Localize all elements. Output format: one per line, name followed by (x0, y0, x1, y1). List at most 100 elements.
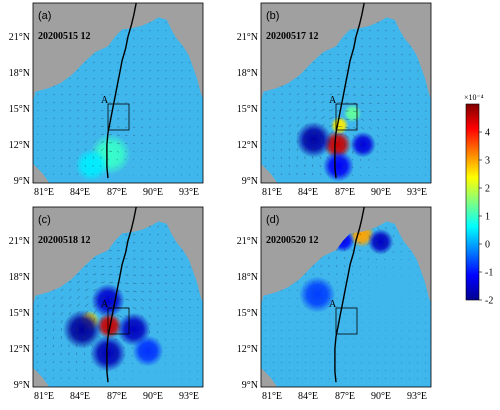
panel-c-xtick: 90°E (143, 391, 163, 402)
panel-d: A (d) 20200520 12 21°N 18°N 15°N 12°N 9°… (237, 206, 432, 402)
anomaly-hotspot (74, 148, 109, 182)
panel-c: A (c) 20200518 12 21°N 18°N 15°N 12°N 9°… (9, 206, 204, 402)
panel-c-box-a (107, 307, 130, 335)
panel-b-label: (b) (266, 10, 279, 22)
panel-a-yticks: 21°N 18°N 15°N 12°N 9°N (9, 32, 30, 187)
panel-a-border (32, 2, 204, 184)
panel-b-ytick: 21°N (237, 32, 258, 43)
panel-b-border (260, 2, 432, 184)
panel-b-xtick: 93°E (407, 187, 427, 198)
panel-a-label: (a) (38, 10, 51, 22)
panel-a-xticks: 81°E 84°E 87°E 90°E 93°E (34, 187, 199, 198)
panel-c-xtick: 87°E (107, 391, 127, 402)
panel-a-cyclone-track (106, 2, 137, 179)
colorbar-tick-label: -2 (485, 296, 493, 307)
panel-c-border (32, 206, 204, 388)
colorbar-ticks: 4 3 2 1 0 -1 -2 (479, 128, 493, 307)
panel-b-cyclone-track (334, 2, 365, 179)
panel-c-cyclone-track (106, 206, 137, 383)
panel-b-xtick: 84°E (298, 187, 318, 198)
colorbar-exponent: ×10⁻⁴ (464, 93, 484, 102)
panel-c-xtick: 93°E (179, 391, 199, 402)
colorbar: ×10⁻⁴ 4 3 2 1 0 -1 -2 (464, 93, 493, 307)
anomaly-hotspot (350, 131, 376, 158)
panel-b-xtick: 90°E (371, 187, 391, 198)
panel-b-xticks: 81°E 84°E 87°E 90°E 93°E (262, 187, 427, 198)
colorbar-tick-label: 4 (485, 128, 490, 139)
panel-a: A (a) 20200515 12 21°N 18°N 15°N 12°N 9°… (9, 2, 204, 198)
panel-a-ytick: 21°N (9, 32, 30, 43)
panel-d-ytick: 15°N (237, 308, 258, 319)
panel-c-xtick: 84°E (70, 391, 90, 402)
panel-d-ocean (261, 221, 431, 387)
panel-a-ocean (33, 17, 203, 184)
panel-a-xtick: 84°E (70, 187, 90, 198)
panel-d-xtick: 93°E (407, 391, 427, 402)
panel-b-ytick: 9°N (242, 176, 258, 187)
panel-c-label: (c) (38, 214, 51, 226)
panel-d-box-a (335, 307, 358, 335)
panel-c-ytick: 21°N (9, 236, 30, 247)
panel-a-date: 20200515 12 (38, 31, 91, 42)
colorbar-tick-label: 2 (485, 184, 490, 195)
panel-c-ytick: 18°N (9, 272, 30, 283)
panel-c-yticks: 21°N 18°N 15°N 12°N 9°N (9, 236, 30, 391)
panel-d-ytick: 12°N (237, 344, 258, 355)
panel-b: A (b) 20200517 12 21°N 18°N 15°N 12°N 9°… (237, 2, 432, 198)
colorbar-tick-label: -1 (485, 268, 493, 279)
panel-b-box-label: A (329, 95, 337, 106)
panel-a-ytick: 12°N (9, 140, 30, 151)
panel-b-box-a (335, 103, 358, 131)
panel-a-box-label: A (101, 95, 109, 106)
panel-a-box-a (107, 103, 130, 131)
colorbar-tick-label: 1 (485, 212, 490, 223)
panel-c-box-label: A (101, 299, 109, 310)
panel-d-xtick: 81°E (262, 391, 282, 402)
panel-a-hotspots (74, 133, 132, 182)
panel-a-ytick: 9°N (14, 176, 30, 187)
panel-b-xtick: 87°E (335, 187, 355, 198)
panel-b-ytick: 15°N (237, 104, 258, 115)
panel-c-xticks: 81°E 84°E 87°E 90°E 93°E (34, 391, 199, 402)
anomaly-hotspot (62, 310, 102, 349)
anomaly-hotspot (132, 335, 164, 367)
panel-a-xtick: 87°E (107, 187, 127, 198)
panel-d-xtick: 84°E (298, 391, 318, 402)
panel-c-ytick: 15°N (9, 308, 30, 319)
panel-d-xtick: 87°E (335, 391, 355, 402)
anomaly-hotspot (96, 312, 123, 339)
panel-d-box-label: A (329, 299, 337, 310)
panel-a-ytick: 18°N (9, 68, 30, 79)
panel-b-date: 20200517 12 (266, 31, 319, 42)
panel-a-ytick: 15°N (9, 104, 30, 115)
panel-b-ytick: 18°N (237, 68, 258, 79)
panel-c-date: 20200518 12 (38, 235, 91, 246)
panel-b-xtick: 81°E (262, 187, 282, 198)
panel-d-ytick: 9°N (242, 380, 258, 391)
panel-d-yticks: 21°N 18°N 15°N 12°N 9°N (237, 236, 258, 391)
panel-c-ytick: 9°N (14, 380, 30, 391)
colorbar-tick-label: 0 (485, 240, 490, 251)
anomaly-hotspot (367, 228, 394, 255)
panel-d-xtick: 90°E (371, 391, 391, 402)
anomaly-hotspot (299, 276, 336, 313)
panel-b-ytick: 12°N (237, 140, 258, 151)
panel-b-yticks: 21°N 18°N 15°N 12°N 9°N (237, 32, 258, 187)
anomaly-hotspot (343, 104, 362, 123)
panel-c-ytick: 12°N (9, 344, 30, 355)
panel-d-date: 20200520 12 (266, 235, 319, 246)
panel-a-xtick: 93°E (179, 187, 199, 198)
anomaly-hotspot (322, 150, 354, 182)
panel-d-border (260, 206, 432, 388)
colorbar-tick-label: 3 (485, 156, 490, 167)
panel-d-ytick: 18°N (237, 272, 258, 283)
colorbar-gradient (465, 103, 480, 301)
panel-c-xtick: 81°E (34, 391, 54, 402)
panel-d-xticks: 81°E 84°E 87°E 90°E 93°E (262, 391, 427, 402)
panel-d-ytick: 21°N (237, 236, 258, 247)
panel-d-label: (d) (266, 214, 279, 226)
anomaly-hotspot (89, 335, 127, 372)
panel-a-xtick: 81°E (34, 187, 54, 198)
panel-a-xtick: 90°E (143, 187, 163, 198)
